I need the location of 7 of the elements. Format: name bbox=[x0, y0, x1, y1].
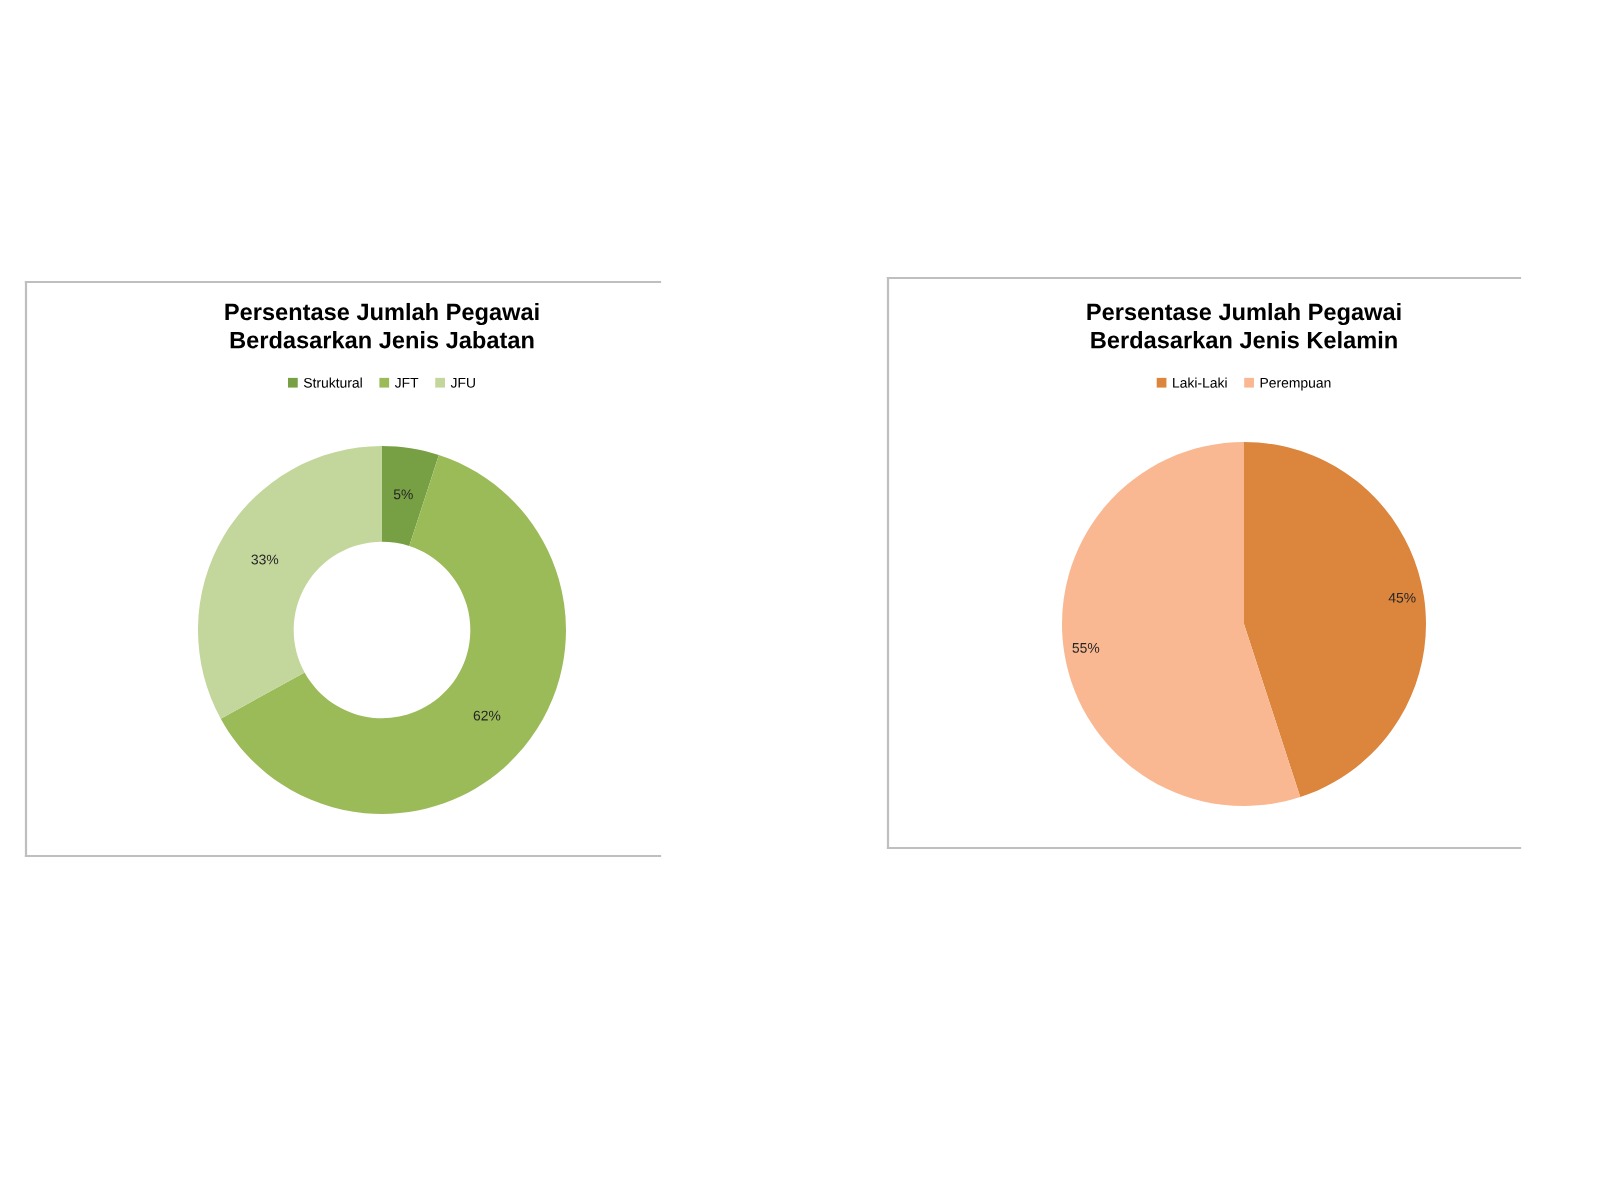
pie-slice bbox=[1062, 442, 1301, 806]
donut-slice bbox=[198, 446, 382, 719]
chart-title: Persentase Jumlah Pegawai Berdasarkan Jenis Kelamin bbox=[1087, 302, 1401, 349]
chart-title: Persentase Jumlah Pegawai Berdasarkan Jenis Jabatan bbox=[225, 302, 539, 349]
donut-slice bbox=[220, 455, 566, 814]
pie-slice bbox=[1244, 442, 1426, 798]
donut-slice bbox=[382, 446, 439, 546]
